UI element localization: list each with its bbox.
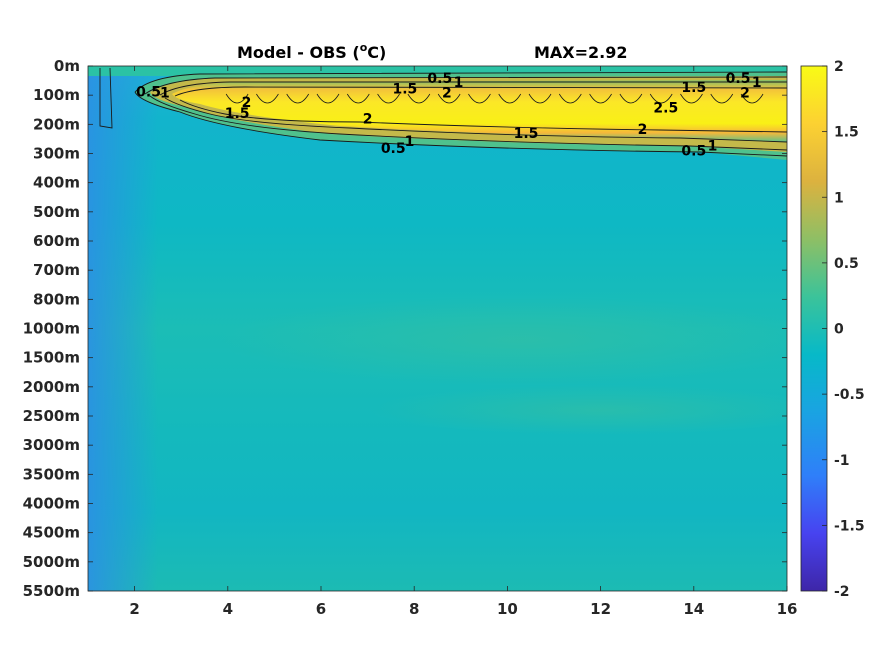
y-tick-label: 800m <box>33 290 80 308</box>
contour-blob <box>286 93 310 104</box>
contour-label: 2 <box>442 86 452 102</box>
colorbar-tick-label: 1.5 <box>834 125 859 141</box>
x-tick-label: 4 <box>223 600 233 618</box>
contour-blob <box>316 93 340 104</box>
contour-label: 0.5 <box>681 144 706 160</box>
contour-label: 2 <box>638 122 648 138</box>
contour-line <box>144 76 787 95</box>
x-tick-label: 14 <box>683 600 704 618</box>
contour-line <box>164 97 787 143</box>
y-tick-label: 300m <box>33 145 80 163</box>
contour-blob <box>528 93 552 104</box>
y-tick-label: 5500m <box>23 582 80 600</box>
contour-line <box>179 99 787 133</box>
contour-label: 1 <box>454 75 464 91</box>
max-annotation: MAX=2.92 <box>534 43 628 62</box>
contour-label: 1 <box>405 134 415 150</box>
colorbar-tick-label: -0.5 <box>834 387 865 403</box>
x-tick-label: 12 <box>590 600 611 618</box>
y-tick-label: 2500m <box>23 407 80 425</box>
colorbar-tick-label: -1.5 <box>834 518 865 534</box>
x-tick-label: 6 <box>316 600 326 618</box>
contour-blob <box>498 93 522 104</box>
contour-label: 1 <box>160 86 170 102</box>
y-tick-label: 1000m <box>23 320 80 338</box>
y-tick-label: 1500m <box>23 349 80 367</box>
y-tick-label: 4500m <box>23 524 80 542</box>
contour-label: 1.5 <box>514 126 539 142</box>
contour-label: 0.5 <box>427 71 452 87</box>
y-axis-ticks: 0m 100m 200m 300m 400m 500m 600m 700m 800m 1000m 1… <box>23 57 787 600</box>
y-tick-label: 3000m <box>23 436 80 454</box>
cold-left-edge <box>88 66 158 591</box>
colorbar-ticks: 2 1.5 1 0.5 0 -0.5 -1 -1.5 -2 <box>822 59 865 600</box>
y-tick-label: 100m <box>33 86 80 104</box>
contour-label: 1.5 <box>681 80 706 96</box>
contour-label: 2 <box>363 111 373 127</box>
contour-lines <box>99 67 787 157</box>
x-tick-label: 16 <box>777 600 798 618</box>
x-tick-label: 10 <box>497 600 518 618</box>
contour-blobs <box>225 93 764 104</box>
contour-blob <box>468 93 491 104</box>
contour-blob <box>710 93 734 104</box>
contour-line <box>134 91 787 157</box>
surface-band <box>88 66 787 76</box>
contour-blob <box>256 93 279 104</box>
colorbar-tick-label: -2 <box>834 584 850 600</box>
contour-blob <box>740 93 764 104</box>
chart-title: Model - OBS (oC) <box>237 41 386 62</box>
colorbar <box>800 65 828 592</box>
x-axis-ticks: 2 4 6 8 10 12 14 16 <box>129 66 797 618</box>
colorbar-tick-label: 0.5 <box>834 256 859 272</box>
contour-blob <box>619 93 643 104</box>
x-tick-label: 2 <box>129 600 139 618</box>
contour-blob <box>437 93 461 104</box>
contour-blob <box>558 93 582 104</box>
contour-line <box>99 67 113 129</box>
contour-label: 2 <box>740 86 750 102</box>
colorbar-tick-label: 0 <box>834 322 844 338</box>
contour-label: 2.5 <box>653 100 678 116</box>
warm-lower-band <box>370 385 787 435</box>
contour-blob <box>680 93 703 104</box>
contour-label: 1.5 <box>225 106 250 122</box>
contour-blob <box>225 93 249 104</box>
contour-blob <box>589 93 612 104</box>
colorbar-tick-label: 1 <box>834 190 844 206</box>
y-tick-label: 700m <box>33 261 80 279</box>
contour-label: 0.5 <box>136 84 161 100</box>
colorbar-tick-label: 2 <box>834 59 844 75</box>
contour-line <box>174 86 787 97</box>
contour-blob <box>377 93 400 104</box>
contour-label: 1 <box>708 138 718 154</box>
y-tick-label: 2000m <box>23 378 80 396</box>
y-tick-label: 3500m <box>23 465 80 483</box>
y-tick-label: 500m <box>33 203 80 221</box>
colorbar-tick-label: -1 <box>834 453 850 469</box>
contour-blob <box>649 93 673 104</box>
contour-line <box>149 95 787 151</box>
contour-label: 2 <box>242 95 252 111</box>
contour-line <box>134 71 787 93</box>
y-tick-label: 200m <box>33 115 80 133</box>
contour-label: 1.5 <box>392 82 417 98</box>
warm-mid-band <box>220 295 787 385</box>
contour-label: 0.5 <box>381 141 406 157</box>
y-tick-label: 4000m <box>23 495 80 513</box>
warm-tongue-core <box>172 80 787 142</box>
contour-blob <box>407 93 431 104</box>
y-tick-label: 0m <box>54 57 80 75</box>
y-tick-label: 5000m <box>23 553 80 571</box>
y-tick-label: 400m <box>33 174 80 192</box>
contour-blob <box>346 93 370 104</box>
contour-label: 1 <box>752 75 762 91</box>
contour-label: 0.5 <box>726 71 751 87</box>
y-tick-label: 600m <box>33 232 80 250</box>
contour-line <box>159 81 787 96</box>
x-tick-label: 8 <box>409 600 419 618</box>
